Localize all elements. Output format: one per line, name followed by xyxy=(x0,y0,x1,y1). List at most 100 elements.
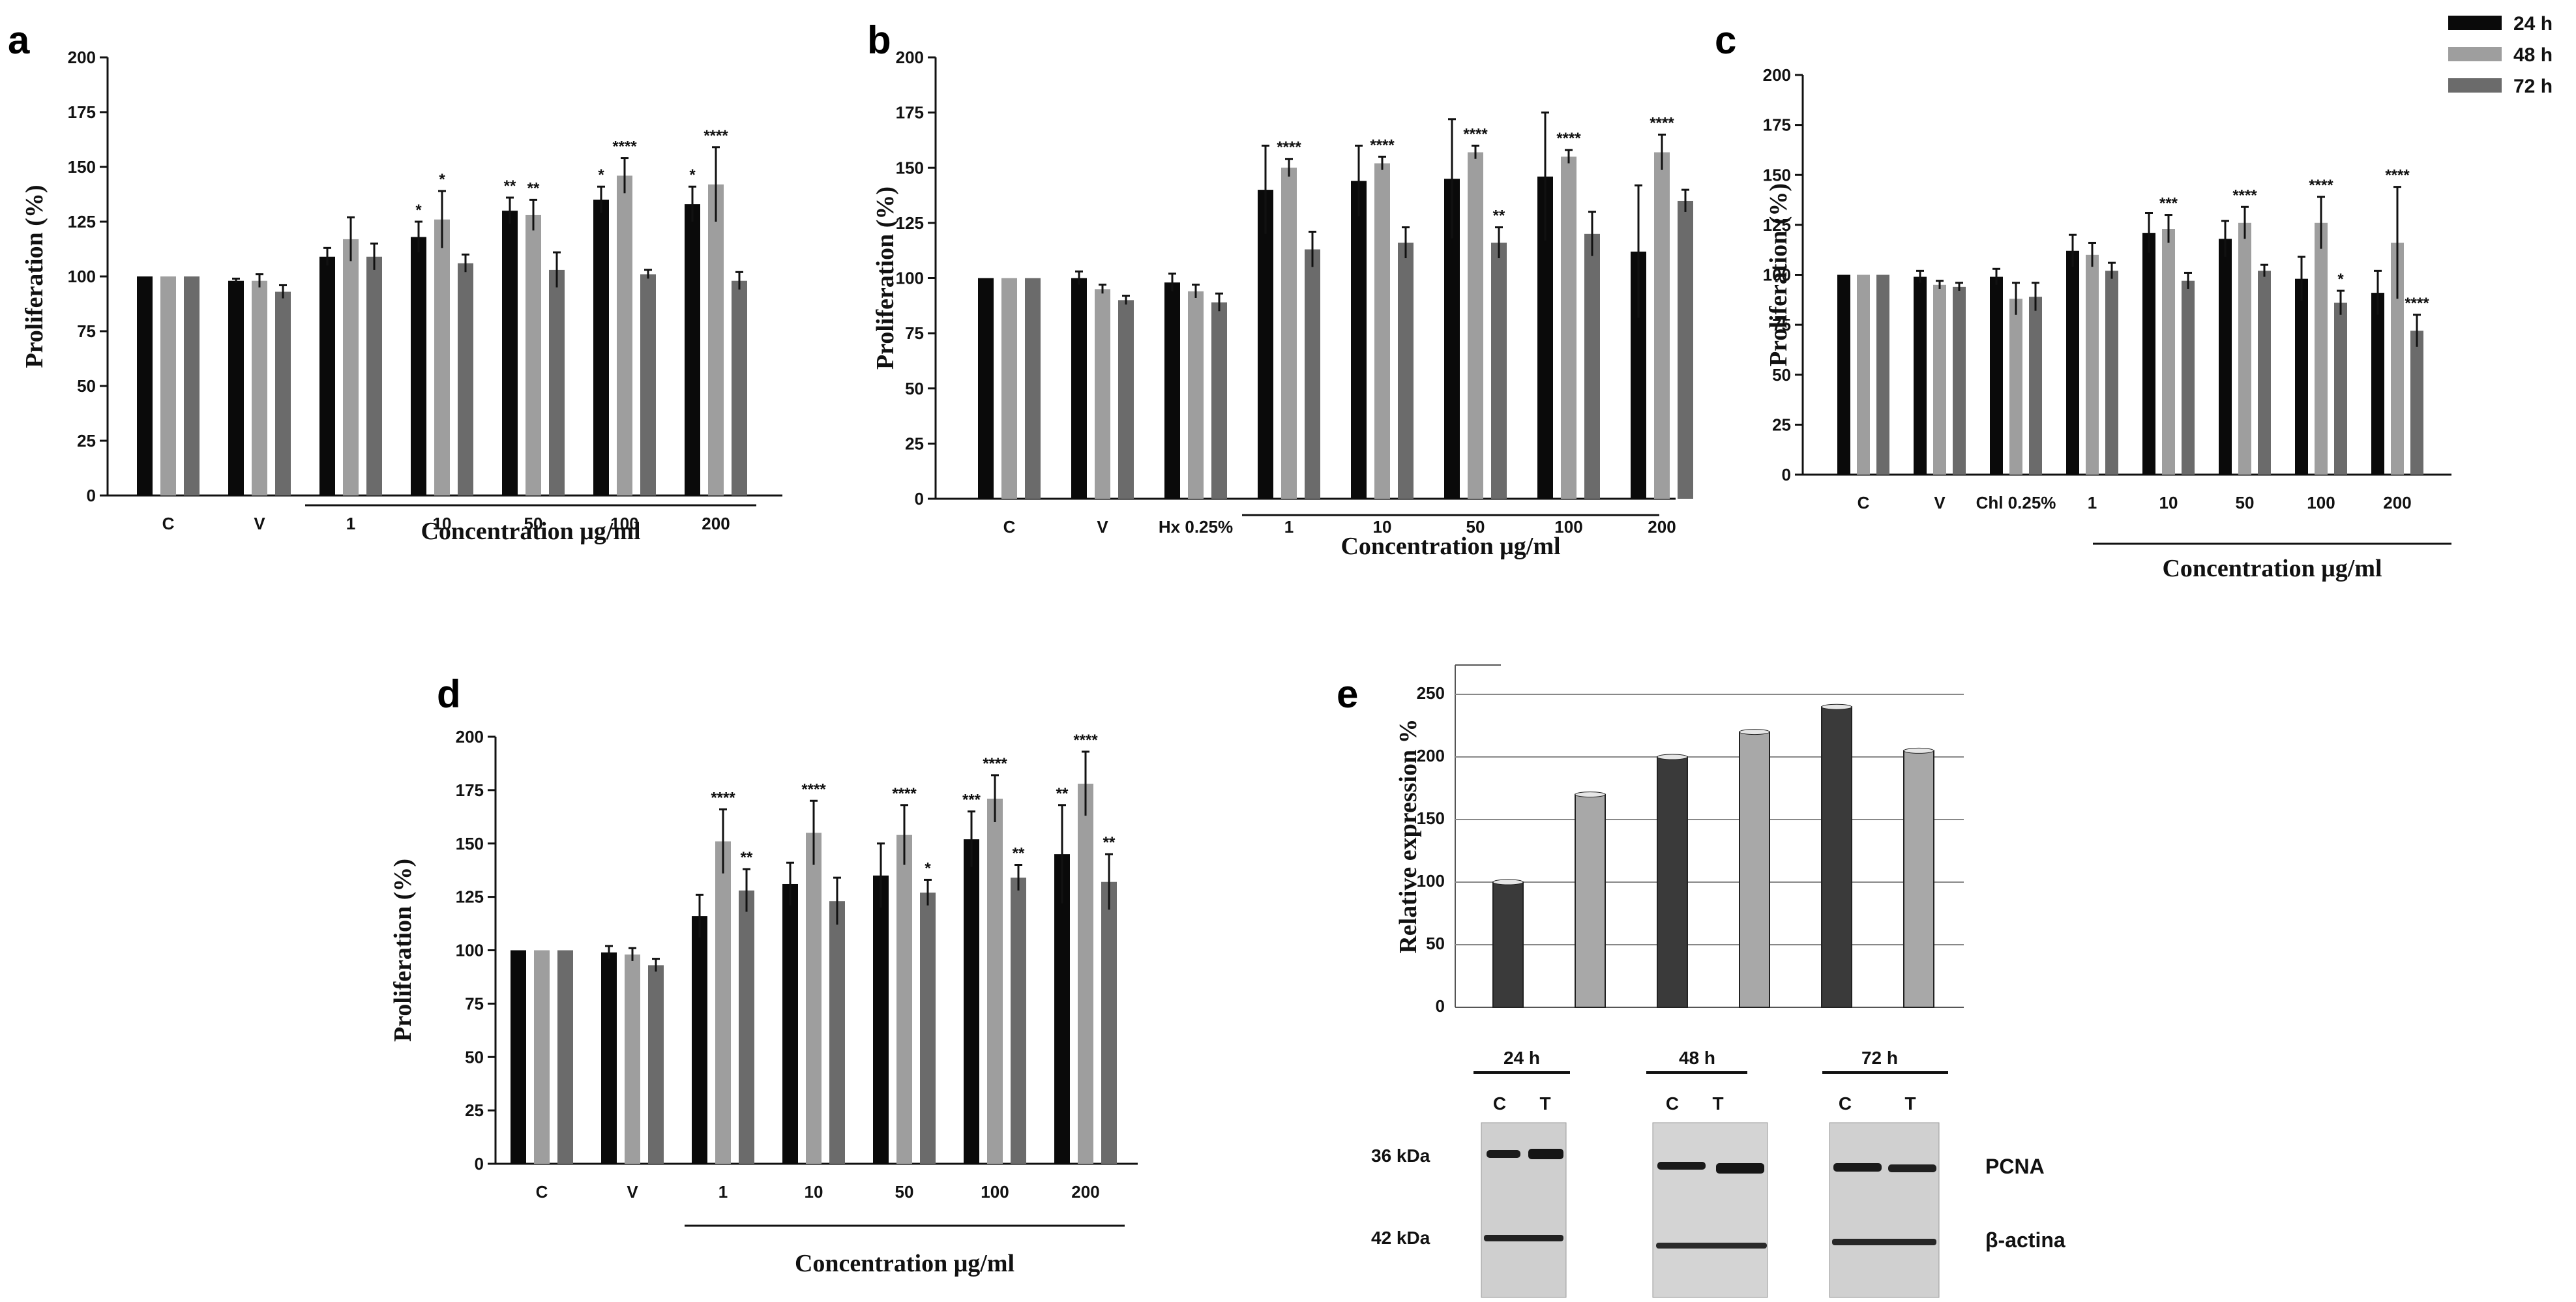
bar-c-10-0 xyxy=(2142,233,2155,475)
legend-swatch-48h xyxy=(2448,47,2502,61)
bar-d-C-0 xyxy=(511,950,526,1164)
bar-a-50-0 xyxy=(502,211,518,496)
x-tick-label-c-4: 10 xyxy=(2159,493,2178,512)
bar-c-10-2 xyxy=(2182,280,2195,475)
y-tick-label-b-3: 75 xyxy=(905,323,924,343)
bar-b-10-0 xyxy=(1351,181,1367,499)
significance-b-4-1: **** xyxy=(1370,136,1395,154)
y-tick-label-c-2: 50 xyxy=(1772,365,1791,385)
bar-b-100-1 xyxy=(1561,156,1577,499)
bar-c-V-2 xyxy=(1953,286,1966,475)
bar-d-V-1 xyxy=(625,954,640,1164)
significance-b-5-2: ** xyxy=(1493,207,1505,225)
blot-lane-48h-c: C xyxy=(1666,1093,1679,1114)
bar-a-10-1 xyxy=(434,219,450,496)
significance-a-3-1: * xyxy=(439,171,445,188)
chart-e: 0 50 100 150 200 250 Relative expression % xyxy=(1395,664,1964,1016)
blot-time-48h: 48 h xyxy=(1679,1048,1715,1068)
bar-b-1-0 xyxy=(1258,190,1273,499)
y-tick-label-a-2: 50 xyxy=(77,376,96,396)
bar-b-Hx025-1 xyxy=(1188,291,1204,499)
y-tick-label-a-4: 100 xyxy=(68,267,96,286)
bar-a-1-1 xyxy=(343,239,359,496)
significance-c-4-1: *** xyxy=(2159,195,2178,213)
panel-letter-a: a xyxy=(8,18,30,62)
y-tick-label-b-0: 0 xyxy=(915,489,924,509)
y-tick-label-a-1: 25 xyxy=(77,431,96,451)
x-tick-label-c-2: Chl 0.25% xyxy=(1976,493,2056,512)
bar-b-10-2 xyxy=(1398,243,1414,499)
bar-c-Chl025-2 xyxy=(2029,297,2042,475)
bar-a-200-0 xyxy=(685,204,700,496)
significance-d-5-1: **** xyxy=(983,755,1007,773)
significance-b-7-1: **** xyxy=(1650,114,1674,132)
significance-c-7-2: **** xyxy=(2405,295,2429,312)
significance-d-6-2: ** xyxy=(1103,834,1116,851)
x-tick-label-d-0: C xyxy=(536,1182,548,1202)
blot-marker-36kda: 36 kDa xyxy=(1371,1146,1430,1166)
bar-d-200-1 xyxy=(1078,784,1093,1164)
bar-d-100-2 xyxy=(1011,878,1026,1164)
blot-lane-24h-t: T xyxy=(1539,1093,1550,1114)
y-tick-label-e-5: 250 xyxy=(1417,683,1445,703)
bar-d-10-1 xyxy=(806,833,822,1164)
bar-b-10-1 xyxy=(1374,163,1390,499)
bar-b-Hx025-0 xyxy=(1164,282,1180,499)
legend-label-48h: 48 h xyxy=(2513,44,2553,66)
bar-c-100-1 xyxy=(2315,222,2328,475)
bar-a-V-0 xyxy=(228,280,244,496)
x-tick-label-c-3: 1 xyxy=(2088,493,2097,512)
bar-e-2 xyxy=(1657,756,1688,1008)
y-tick-label-a-3: 75 xyxy=(77,321,96,341)
bar-cap-e-3 xyxy=(1739,729,1770,735)
y-tick-label-d-5: 125 xyxy=(456,887,484,907)
bar-c-50-0 xyxy=(2219,239,2232,475)
bar-a-10-0 xyxy=(411,237,426,496)
x-axis-title-d: Concentration μg/ml xyxy=(795,1250,1014,1277)
y-tick-label-a-0: 0 xyxy=(87,486,96,505)
y-axis-title-e: Relative expression % xyxy=(1395,718,1422,953)
bar-b-200-2 xyxy=(1678,201,1693,499)
x-tick-label-a-0: C xyxy=(162,514,175,533)
bar-b-50-2 xyxy=(1491,243,1507,499)
x-tick-label-c-5: 50 xyxy=(2236,493,2255,512)
x-axis-title-c: Concentration μg/ml xyxy=(2162,555,2382,582)
y-tick-label-d-2: 50 xyxy=(465,1047,484,1067)
y-tick-label-d-3: 75 xyxy=(465,994,484,1013)
bar-a-C-1 xyxy=(160,276,176,496)
bar-cap-e-5 xyxy=(1903,747,1934,754)
x-tick-label-c-0: C xyxy=(1858,493,1870,512)
bar-b-C-0 xyxy=(978,278,994,499)
bar-d-V-0 xyxy=(601,952,617,1164)
bar-c-1-2 xyxy=(2105,271,2118,475)
y-tick-label-e-3: 150 xyxy=(1417,808,1445,828)
x-tick-label-b-3: 1 xyxy=(1284,517,1294,537)
y-axis-title-d: Proliferation (%) xyxy=(389,859,417,1042)
bar-b-1-1 xyxy=(1281,168,1297,499)
bar-cap-e-2 xyxy=(1657,754,1688,760)
x-tick-label-d-4: 50 xyxy=(895,1182,914,1202)
x-tick-label-b-0: C xyxy=(1003,517,1016,537)
y-tick-label-a-6: 150 xyxy=(68,157,96,177)
bar-cap-e-1 xyxy=(1575,792,1606,798)
bar-b-V-2 xyxy=(1118,300,1134,499)
x-tick-label-b-5: 50 xyxy=(1466,517,1485,537)
blot-lane-72h-c: C xyxy=(1839,1093,1852,1114)
legend-label-24h: 24 h xyxy=(2513,13,2553,35)
significance-d-2-1: **** xyxy=(711,789,735,806)
bar-a-C-2 xyxy=(184,276,200,496)
western-blot: 24 h 48 h 72 h C T C T C T xyxy=(1371,1048,2065,1298)
legend: 24 h 48 h 72 h xyxy=(2448,13,2553,97)
bar-d-1-1 xyxy=(715,841,731,1164)
blot-image-48h xyxy=(1652,1122,1768,1298)
bar-d-50-1 xyxy=(896,835,912,1164)
y-tick-label-a-8: 200 xyxy=(68,48,96,67)
x-tick-label-d-2: 1 xyxy=(718,1182,728,1202)
bar-c-200-2 xyxy=(2410,331,2423,475)
significance-c-6-2: * xyxy=(2337,271,2344,288)
significance-c-7-1: **** xyxy=(2385,167,2410,185)
bar-e-3 xyxy=(1739,731,1770,1008)
significance-d-2-2: ** xyxy=(741,849,753,866)
